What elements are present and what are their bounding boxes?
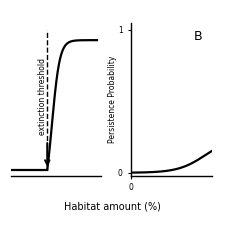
Y-axis label: Persistence Probability: Persistence Probability (108, 55, 117, 143)
Text: B: B (194, 30, 202, 43)
Text: Habitat amount (%): Habitat amount (%) (64, 202, 161, 211)
Text: extinction threshold: extinction threshold (38, 58, 47, 135)
